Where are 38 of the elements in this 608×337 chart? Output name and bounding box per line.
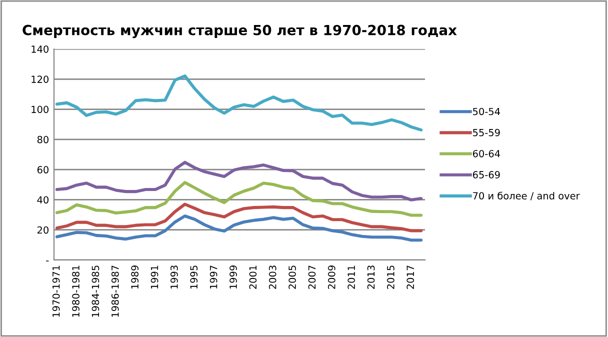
- x-tick-label: 2007: [308, 266, 316, 289]
- y-tick-label: 100: [32, 106, 48, 114]
- line-series: [55, 74, 423, 132]
- y-tick-label: 20: [37, 226, 48, 234]
- y-tick-label: -: [46, 260, 49, 262]
- x-tick-label: 1991: [150, 266, 158, 289]
- x-tick-label: 1984-1985: [92, 266, 100, 317]
- x-tick-label: 2011: [348, 266, 355, 289]
- x-tick-label: 1989: [131, 266, 138, 289]
- x-tick-label: 1995: [190, 266, 198, 289]
- legend-label: 50-54: [473, 108, 500, 116]
- line-series: [55, 160, 423, 202]
- legend-label: 55-59: [473, 128, 500, 136]
- x-tick-label: 1993: [170, 266, 178, 289]
- x-tick-label: 2017: [406, 266, 414, 289]
- line-series: [55, 202, 423, 232]
- x-tick-label: 2005: [288, 266, 296, 289]
- x-tick-label: 2015: [387, 266, 394, 289]
- x-tick-label: 1970-1971: [52, 266, 60, 317]
- x-tick-label: 2003: [268, 266, 276, 289]
- x-tick-label: 1999: [230, 266, 237, 289]
- legend-label: 70 и более / and over: [473, 192, 580, 200]
- y-tick-label: 140: [32, 45, 48, 53]
- line-series: [55, 181, 423, 217]
- x-tick-label: 2013: [367, 266, 375, 289]
- chart-title: Смертность мужчин старше 50 лет в 1970-2018 годах: [22, 24, 457, 38]
- x-tick-label: 1997: [210, 266, 218, 289]
- line-series: [55, 214, 423, 242]
- legend-label: 60-64: [472, 150, 500, 158]
- x-tick-label: 1980-1981: [72, 266, 80, 317]
- x-tick-label: 2001: [249, 266, 257, 289]
- x-tick-label: 2009: [328, 266, 336, 289]
- x-tick-label: 1986-1987: [111, 266, 119, 317]
- y-tick-label: 120: [32, 76, 48, 83]
- y-tick-label: 80: [37, 136, 48, 144]
- y-tick-label: 60: [37, 166, 48, 174]
- y-tick-label: 40: [37, 196, 48, 204]
- legend-label: 65-69: [472, 171, 500, 178]
